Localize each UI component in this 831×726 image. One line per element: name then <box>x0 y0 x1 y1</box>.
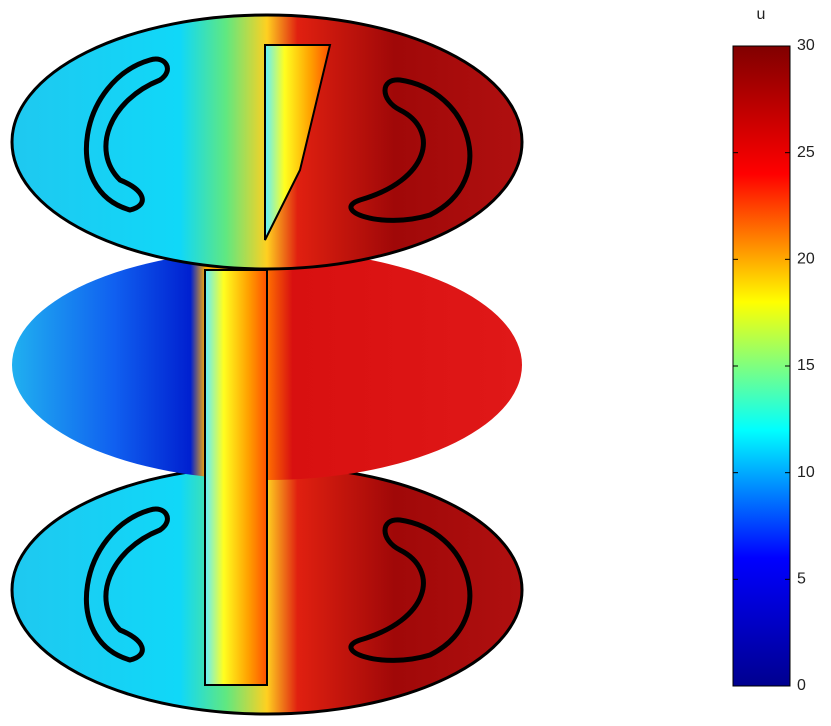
tick-label: 30 <box>797 37 815 54</box>
tick-label: 25 <box>797 144 815 161</box>
tick-label: 20 <box>797 251 815 268</box>
contour <box>348 517 473 663</box>
tick-label: 0 <box>797 677 806 694</box>
contour <box>84 506 170 663</box>
contour <box>348 77 473 223</box>
tick-label: 5 <box>797 571 806 588</box>
contour <box>84 56 170 213</box>
plot-3d <box>10 13 524 716</box>
colorbar: 0 5 10 15 20 25 30 <box>732 37 815 694</box>
slab <box>204 269 268 686</box>
colorbar-fill <box>732 45 791 687</box>
tick-label: 15 <box>797 357 815 374</box>
colorbar-label: u <box>757 6 766 23</box>
top-slab <box>264 44 332 241</box>
tick-label: 10 <box>797 464 815 481</box>
